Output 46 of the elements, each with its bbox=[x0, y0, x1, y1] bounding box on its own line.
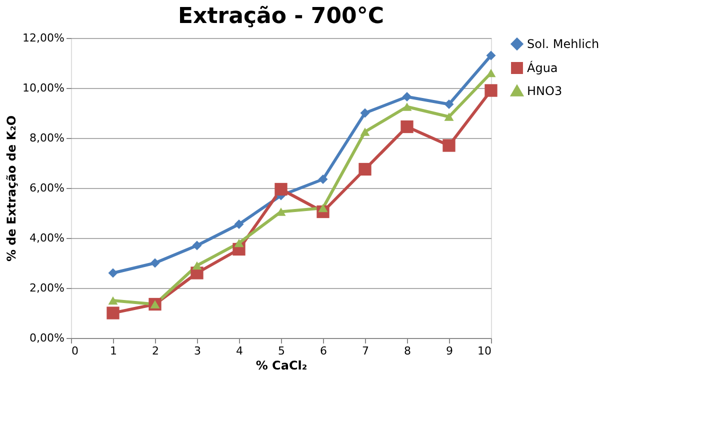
x-tick-label: 1 bbox=[110, 344, 117, 358]
point bbox=[106, 306, 120, 320]
point bbox=[108, 268, 118, 278]
chart-title: Extração - 700°C bbox=[178, 4, 384, 29]
point bbox=[318, 174, 328, 184]
x-tick-label: 3 bbox=[194, 344, 201, 358]
y-tick-label: 10,00% bbox=[22, 82, 64, 94]
x-tick-label: 7 bbox=[362, 344, 369, 358]
point bbox=[274, 182, 288, 196]
point bbox=[192, 240, 202, 250]
point bbox=[442, 139, 456, 152]
point bbox=[402, 92, 412, 102]
point bbox=[486, 50, 496, 60]
point bbox=[108, 296, 118, 305]
point bbox=[358, 162, 372, 176]
x-tick-label: 4 bbox=[236, 344, 243, 358]
legend-label: HNO3 bbox=[527, 84, 562, 98]
x-tick-label: 10 bbox=[478, 344, 492, 358]
point bbox=[360, 128, 370, 136]
x-tick-label: 9 bbox=[446, 344, 453, 358]
legend-label: Água bbox=[527, 60, 558, 75]
point bbox=[486, 68, 496, 78]
x-tick-label: 5 bbox=[278, 344, 285, 358]
x-axis-title: % CaCl₂ bbox=[256, 358, 308, 372]
y-tick-label: 8,00% bbox=[30, 132, 64, 144]
point bbox=[234, 220, 244, 229]
point bbox=[444, 112, 454, 121]
y-tick-label: 6,00% bbox=[30, 182, 64, 194]
point bbox=[192, 261, 202, 270]
x-tick-label: 2 bbox=[152, 344, 159, 358]
point bbox=[402, 102, 412, 111]
point bbox=[360, 108, 370, 118]
legend-label: Sol. Mehlich bbox=[527, 37, 600, 51]
x-tick-label: 8 bbox=[404, 344, 411, 358]
x-tick-label: 6 bbox=[320, 344, 327, 358]
point bbox=[400, 120, 414, 134]
point bbox=[484, 84, 498, 97]
point bbox=[234, 238, 244, 248]
point bbox=[444, 100, 454, 109]
point bbox=[150, 258, 160, 268]
y-tick-label: 12,00% bbox=[22, 32, 64, 44]
y-tick-label: 4,00% bbox=[30, 232, 64, 244]
y-tick-label: 0,00% bbox=[30, 332, 64, 344]
x-tick-label: 0 bbox=[72, 344, 78, 358]
y-tick-label: 2,00% bbox=[30, 282, 64, 294]
y-axis-title: % de Extração de K₂O bbox=[4, 115, 19, 262]
